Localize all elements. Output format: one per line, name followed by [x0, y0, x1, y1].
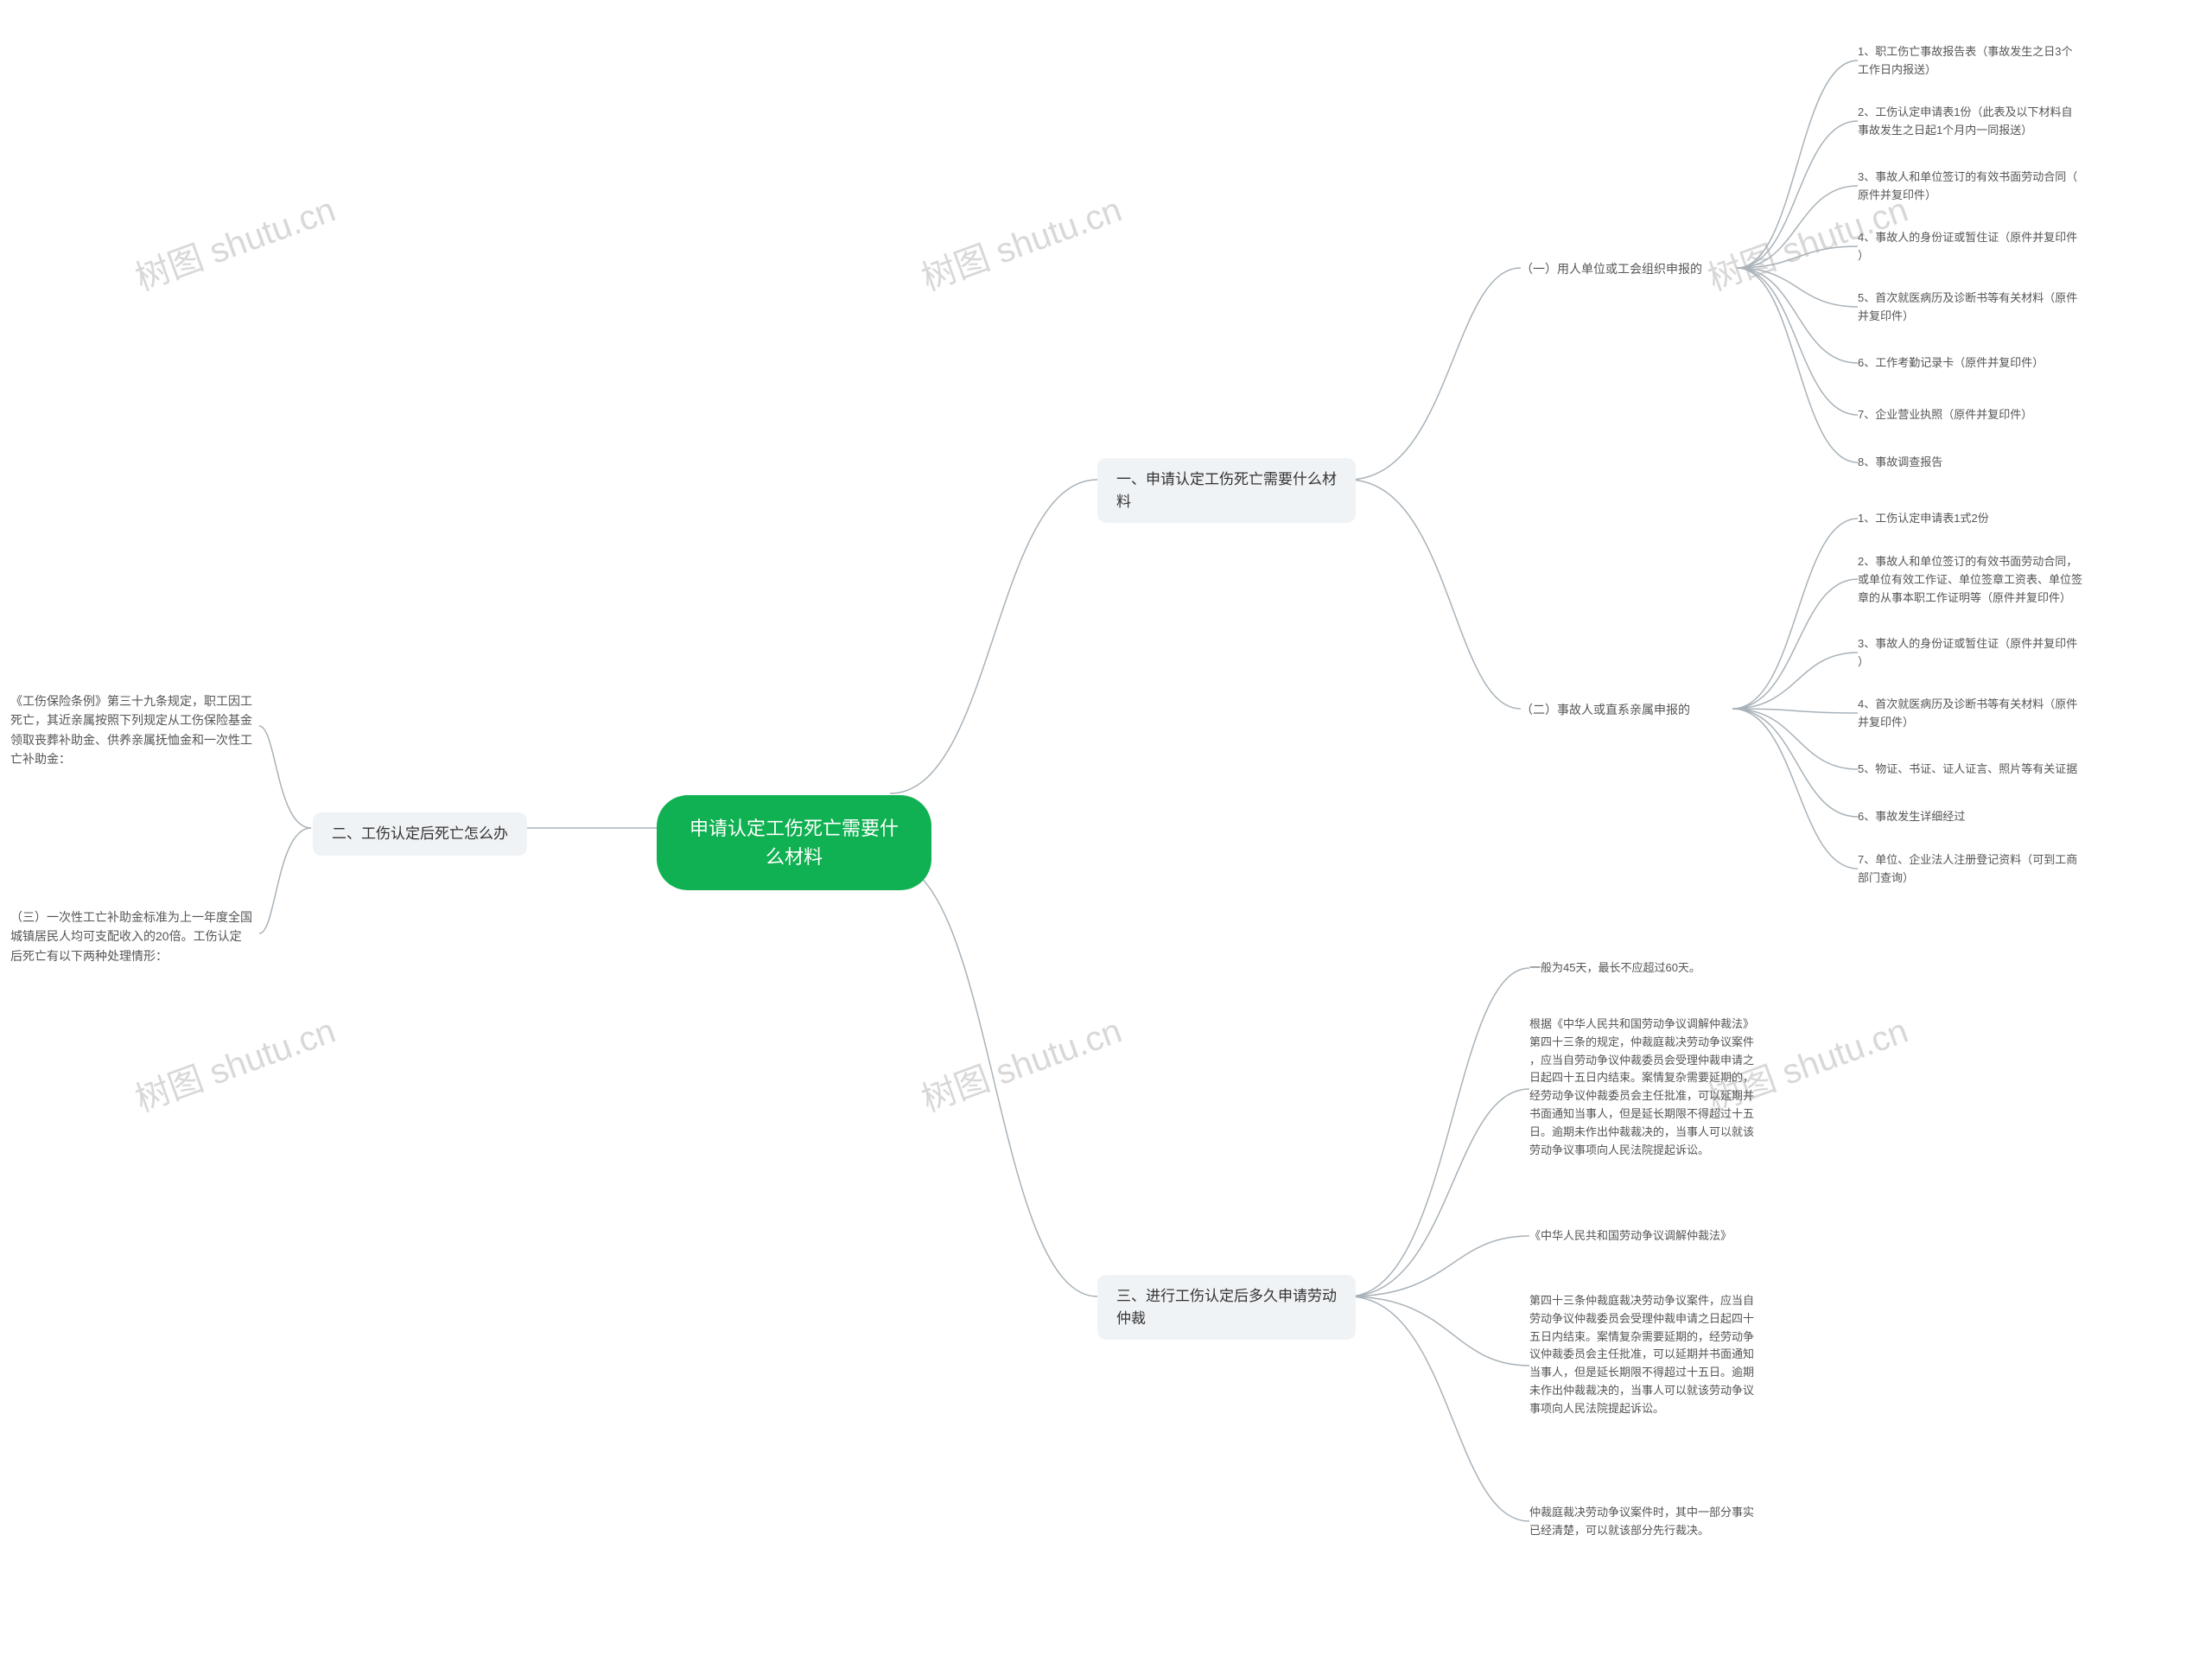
- leaf: 7、单位、企业法人注册登记资料（可到工商 部门查询）: [1858, 851, 2077, 888]
- leaf: 3、事故人和单位签订的有效书面劳动合同（ 原件并复印件）: [1858, 169, 2077, 205]
- leaf: 根据《中华人民共和国劳动争议调解仲裁法》 第四十三条的规定，仲裁庭裁决劳动争议案…: [1529, 1016, 1754, 1159]
- leaf: 仲裁庭裁决劳动争议案件时，其中一部分事实 已经清楚，可以就该部分先行裁决。: [1529, 1504, 1754, 1540]
- watermark: 树图 shutu.cn: [913, 182, 1128, 300]
- leaf: 第四十三条仲裁庭裁决劳动争议案件，应当自 劳动争议仲裁委员会受理仲裁申请之日起四…: [1529, 1292, 1754, 1418]
- watermark: 树图 shutu.cn: [127, 182, 341, 300]
- leaf: 1、职工伤亡事故报告表（事故发生之日3个 工作日内报送）: [1858, 43, 2072, 80]
- leaf: 5、物证、书证、证人证言、照片等有关证据: [1858, 761, 2077, 779]
- branch-1-sub-1[interactable]: （一）用人单位或工会组织申报的: [1521, 259, 1702, 278]
- leaf: 3、事故人的身份证或暂住证（原件并复印件 ）: [1858, 635, 2077, 672]
- watermark: 树图 shutu.cn: [127, 1003, 341, 1121]
- leaf: 6、事故发生详细经过: [1858, 808, 1965, 826]
- leaf: 8、事故调查报告: [1858, 454, 1942, 472]
- leaf: 2、事故人和单位签订的有效书面劳动合同， 或单位有效工作证、单位签章工资表、单位…: [1858, 553, 2082, 607]
- leaf: 4、首次就医病历及诊断书等有关材料（原件 并复印件）: [1858, 696, 2077, 732]
- branch-2[interactable]: 二、工伤认定后死亡怎么办: [313, 812, 527, 856]
- branch-1[interactable]: 一、申请认定工伤死亡需要什么材 料: [1097, 458, 1356, 523]
- leaf: 《中华人民共和国劳动争议调解仲裁法》: [1529, 1227, 1732, 1245]
- leaf: 5、首次就医病历及诊断书等有关材料（原件 并复印件）: [1858, 290, 2077, 326]
- leaf: 2、工伤认定申请表1份（此表及以下材料自 事故发生之日起1个月内一同报送）: [1858, 104, 2072, 140]
- leaf: 4、事故人的身份证或暂住证（原件并复印件 ）: [1858, 229, 2077, 265]
- branch-2-sub-2[interactable]: （三）一次性工亡补助金标准为上一年度全国 城镇居民人均可支配收入的20倍。工伤认…: [10, 908, 252, 965]
- leaf: 1、工伤认定申请表1式2份: [1858, 510, 1989, 528]
- leaf: 一般为45天，最长不应超过60天。: [1529, 959, 1700, 978]
- watermark: 树图 shutu.cn: [913, 1003, 1128, 1121]
- leaf: 6、工作考勤记录卡（原件并复印件）: [1858, 354, 2044, 373]
- branch-3[interactable]: 三、进行工伤认定后多久申请劳动 仲裁: [1097, 1275, 1356, 1340]
- leaf: 7、企业营业执照（原件并复印件）: [1858, 406, 2032, 424]
- branch-2-sub-1[interactable]: 《工伤保险条例》第三十九条规定，职工因工 死亡，其近亲属按照下列规定从工伤保险基…: [10, 691, 252, 769]
- center-topic[interactable]: 申请认定工伤死亡需要什 么材料: [657, 795, 931, 890]
- branch-1-sub-2[interactable]: （二）事故人或直系亲属申报的: [1521, 700, 1690, 719]
